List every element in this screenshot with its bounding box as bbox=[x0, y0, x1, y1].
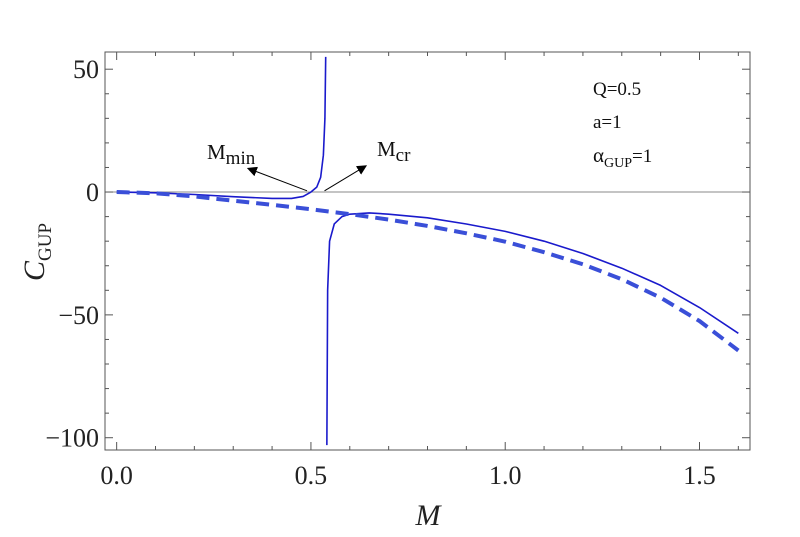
arrow-mcr bbox=[324, 165, 368, 192]
label-mcr-main: M bbox=[377, 137, 396, 161]
legend-alpha-sub: GUP bbox=[604, 156, 632, 171]
tick-marks bbox=[105, 52, 750, 450]
label-mmin: Mmin bbox=[207, 140, 256, 169]
series-dashed-line-0 bbox=[116, 190, 740, 353]
x-tick-label-2: 1.0 bbox=[489, 461, 522, 490]
legend-alpha-val: =1 bbox=[632, 146, 652, 167]
label-mcr: Mcr bbox=[377, 137, 411, 166]
legend-alpha: αGUP=1 bbox=[593, 143, 652, 171]
y-tick-label-2: 0 bbox=[86, 178, 99, 207]
y-axis-title-sub: GUP bbox=[35, 223, 56, 261]
y-axis-title-main: C bbox=[18, 260, 51, 281]
label-mcr-sub: cr bbox=[396, 145, 411, 166]
y-tick-label-3: 50 bbox=[73, 55, 99, 84]
y-axis-title: CGUP bbox=[18, 223, 56, 281]
legend-q: Q=0.5 bbox=[593, 79, 641, 100]
plot-frame bbox=[104, 51, 751, 451]
x-axis-title: M bbox=[415, 499, 443, 532]
x-tick-label-0: 0.0 bbox=[100, 461, 133, 490]
x-tick-label-1: 0.5 bbox=[295, 461, 328, 490]
x-tick-label-3: 1.5 bbox=[683, 461, 716, 490]
legend-a: a=1 bbox=[593, 112, 622, 133]
arrow-mmin bbox=[246, 166, 308, 192]
label-mmin-sub: min bbox=[226, 148, 256, 169]
legend-alpha-main: α bbox=[593, 143, 604, 167]
label-mmin-main: M bbox=[207, 140, 226, 164]
y-tick-label-0: −100 bbox=[45, 424, 99, 453]
y-tick-label-1: −50 bbox=[58, 301, 99, 330]
series-solid-line-0 bbox=[116, 56, 327, 200]
series-solid-line-1 bbox=[326, 212, 739, 446]
series-layer bbox=[116, 56, 740, 446]
annotation-layer: Mmin Mcr bbox=[207, 137, 411, 192]
